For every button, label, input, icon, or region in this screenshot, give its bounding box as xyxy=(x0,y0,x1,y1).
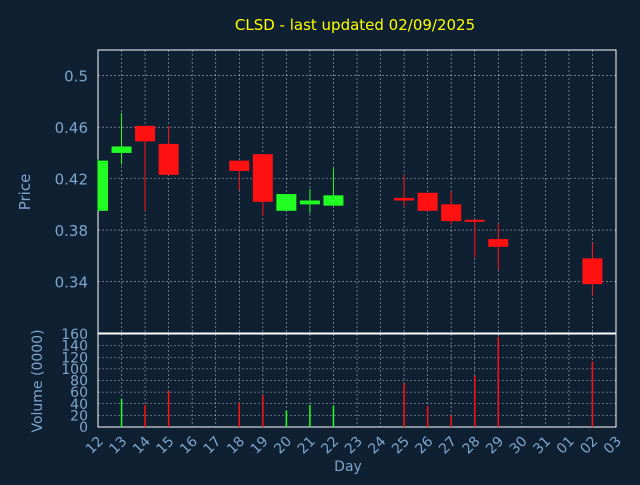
volume-bar-18 xyxy=(238,402,241,427)
candle-29 xyxy=(488,223,509,270)
price-tick-label: 0.34 xyxy=(55,274,88,292)
volume-tick-label: 40 xyxy=(70,397,88,413)
x-tick-labels: 12 13 14 15 16 17 18 19 20 21 22 23 24 25 26 27 28 29 30 31… xyxy=(83,433,625,457)
candle-body xyxy=(98,160,108,211)
candle-body xyxy=(252,154,273,202)
candle-27 xyxy=(441,191,462,225)
candle-18 xyxy=(229,160,250,191)
volume-tick-label: 60 xyxy=(70,385,88,401)
volume-bar-02 xyxy=(591,361,594,427)
volume-bar-21 xyxy=(309,404,311,427)
candle-body xyxy=(394,197,415,201)
volume-tick-label: 0 xyxy=(79,420,88,436)
candle-15 xyxy=(158,125,179,175)
candlestick-series xyxy=(97,113,603,296)
volume-bar-15 xyxy=(167,390,170,427)
candle-20 xyxy=(276,194,297,211)
volume-axis-label: Volume (0000) xyxy=(30,329,46,432)
volume-tick-label: 160 xyxy=(61,327,88,343)
volume-tick-label: 100 xyxy=(61,362,88,378)
volume-bar-26 xyxy=(426,406,429,427)
candle-body xyxy=(158,143,179,175)
candle-body xyxy=(276,194,297,211)
candle-body xyxy=(299,200,320,205)
candle-13 xyxy=(111,113,132,165)
candle-19 xyxy=(252,154,273,216)
candle-body xyxy=(464,219,485,222)
volume-tick-label: 140 xyxy=(61,339,88,355)
candle-26 xyxy=(417,192,438,211)
candle-12 xyxy=(97,159,108,211)
candle-body xyxy=(417,192,438,211)
candle-28 xyxy=(464,219,485,258)
volume-tick-label: 20 xyxy=(70,408,88,424)
price-y-ticks: 0.34 0.38 0.42 0.46 0.5 xyxy=(55,68,88,292)
volume-plot-frame xyxy=(97,333,617,428)
candle-02 xyxy=(582,242,603,296)
volume-tick-label: 80 xyxy=(70,374,88,390)
price-axis-label: Price xyxy=(16,174,34,211)
candle-body xyxy=(488,239,509,247)
x-axis-label: Day xyxy=(334,459,362,475)
volume-bar-13 xyxy=(120,399,123,427)
volume-bar-19 xyxy=(262,395,264,427)
candle-body xyxy=(323,195,344,206)
candle-21 xyxy=(299,188,320,214)
candle-body xyxy=(582,258,603,285)
candle-body xyxy=(135,125,156,142)
price-tick-label: 0.38 xyxy=(55,222,88,240)
price-tick-label: 0.42 xyxy=(55,171,88,189)
volume-bar-20 xyxy=(285,410,288,427)
volume-bar-27 xyxy=(450,415,452,427)
candle-25 xyxy=(394,174,415,207)
candle-body xyxy=(441,204,462,222)
volume-bar-22 xyxy=(332,405,335,427)
volume-bar-14 xyxy=(144,404,146,427)
candle-body xyxy=(229,160,250,171)
candle-22 xyxy=(323,168,344,206)
volume-tick-label: 120 xyxy=(61,350,88,366)
price-tick-label: 0.5 xyxy=(64,68,88,86)
volume-bar-25 xyxy=(403,383,405,427)
volume-bar-28 xyxy=(473,375,476,427)
volume-bar-series xyxy=(120,336,594,427)
volume-bar-29 xyxy=(497,336,500,427)
chart-title: CLSD - last updated 02/09/2025 xyxy=(235,16,475,34)
candle-body xyxy=(111,146,132,153)
price-tick-label: 0.46 xyxy=(55,119,88,137)
candle-14 xyxy=(135,125,156,211)
